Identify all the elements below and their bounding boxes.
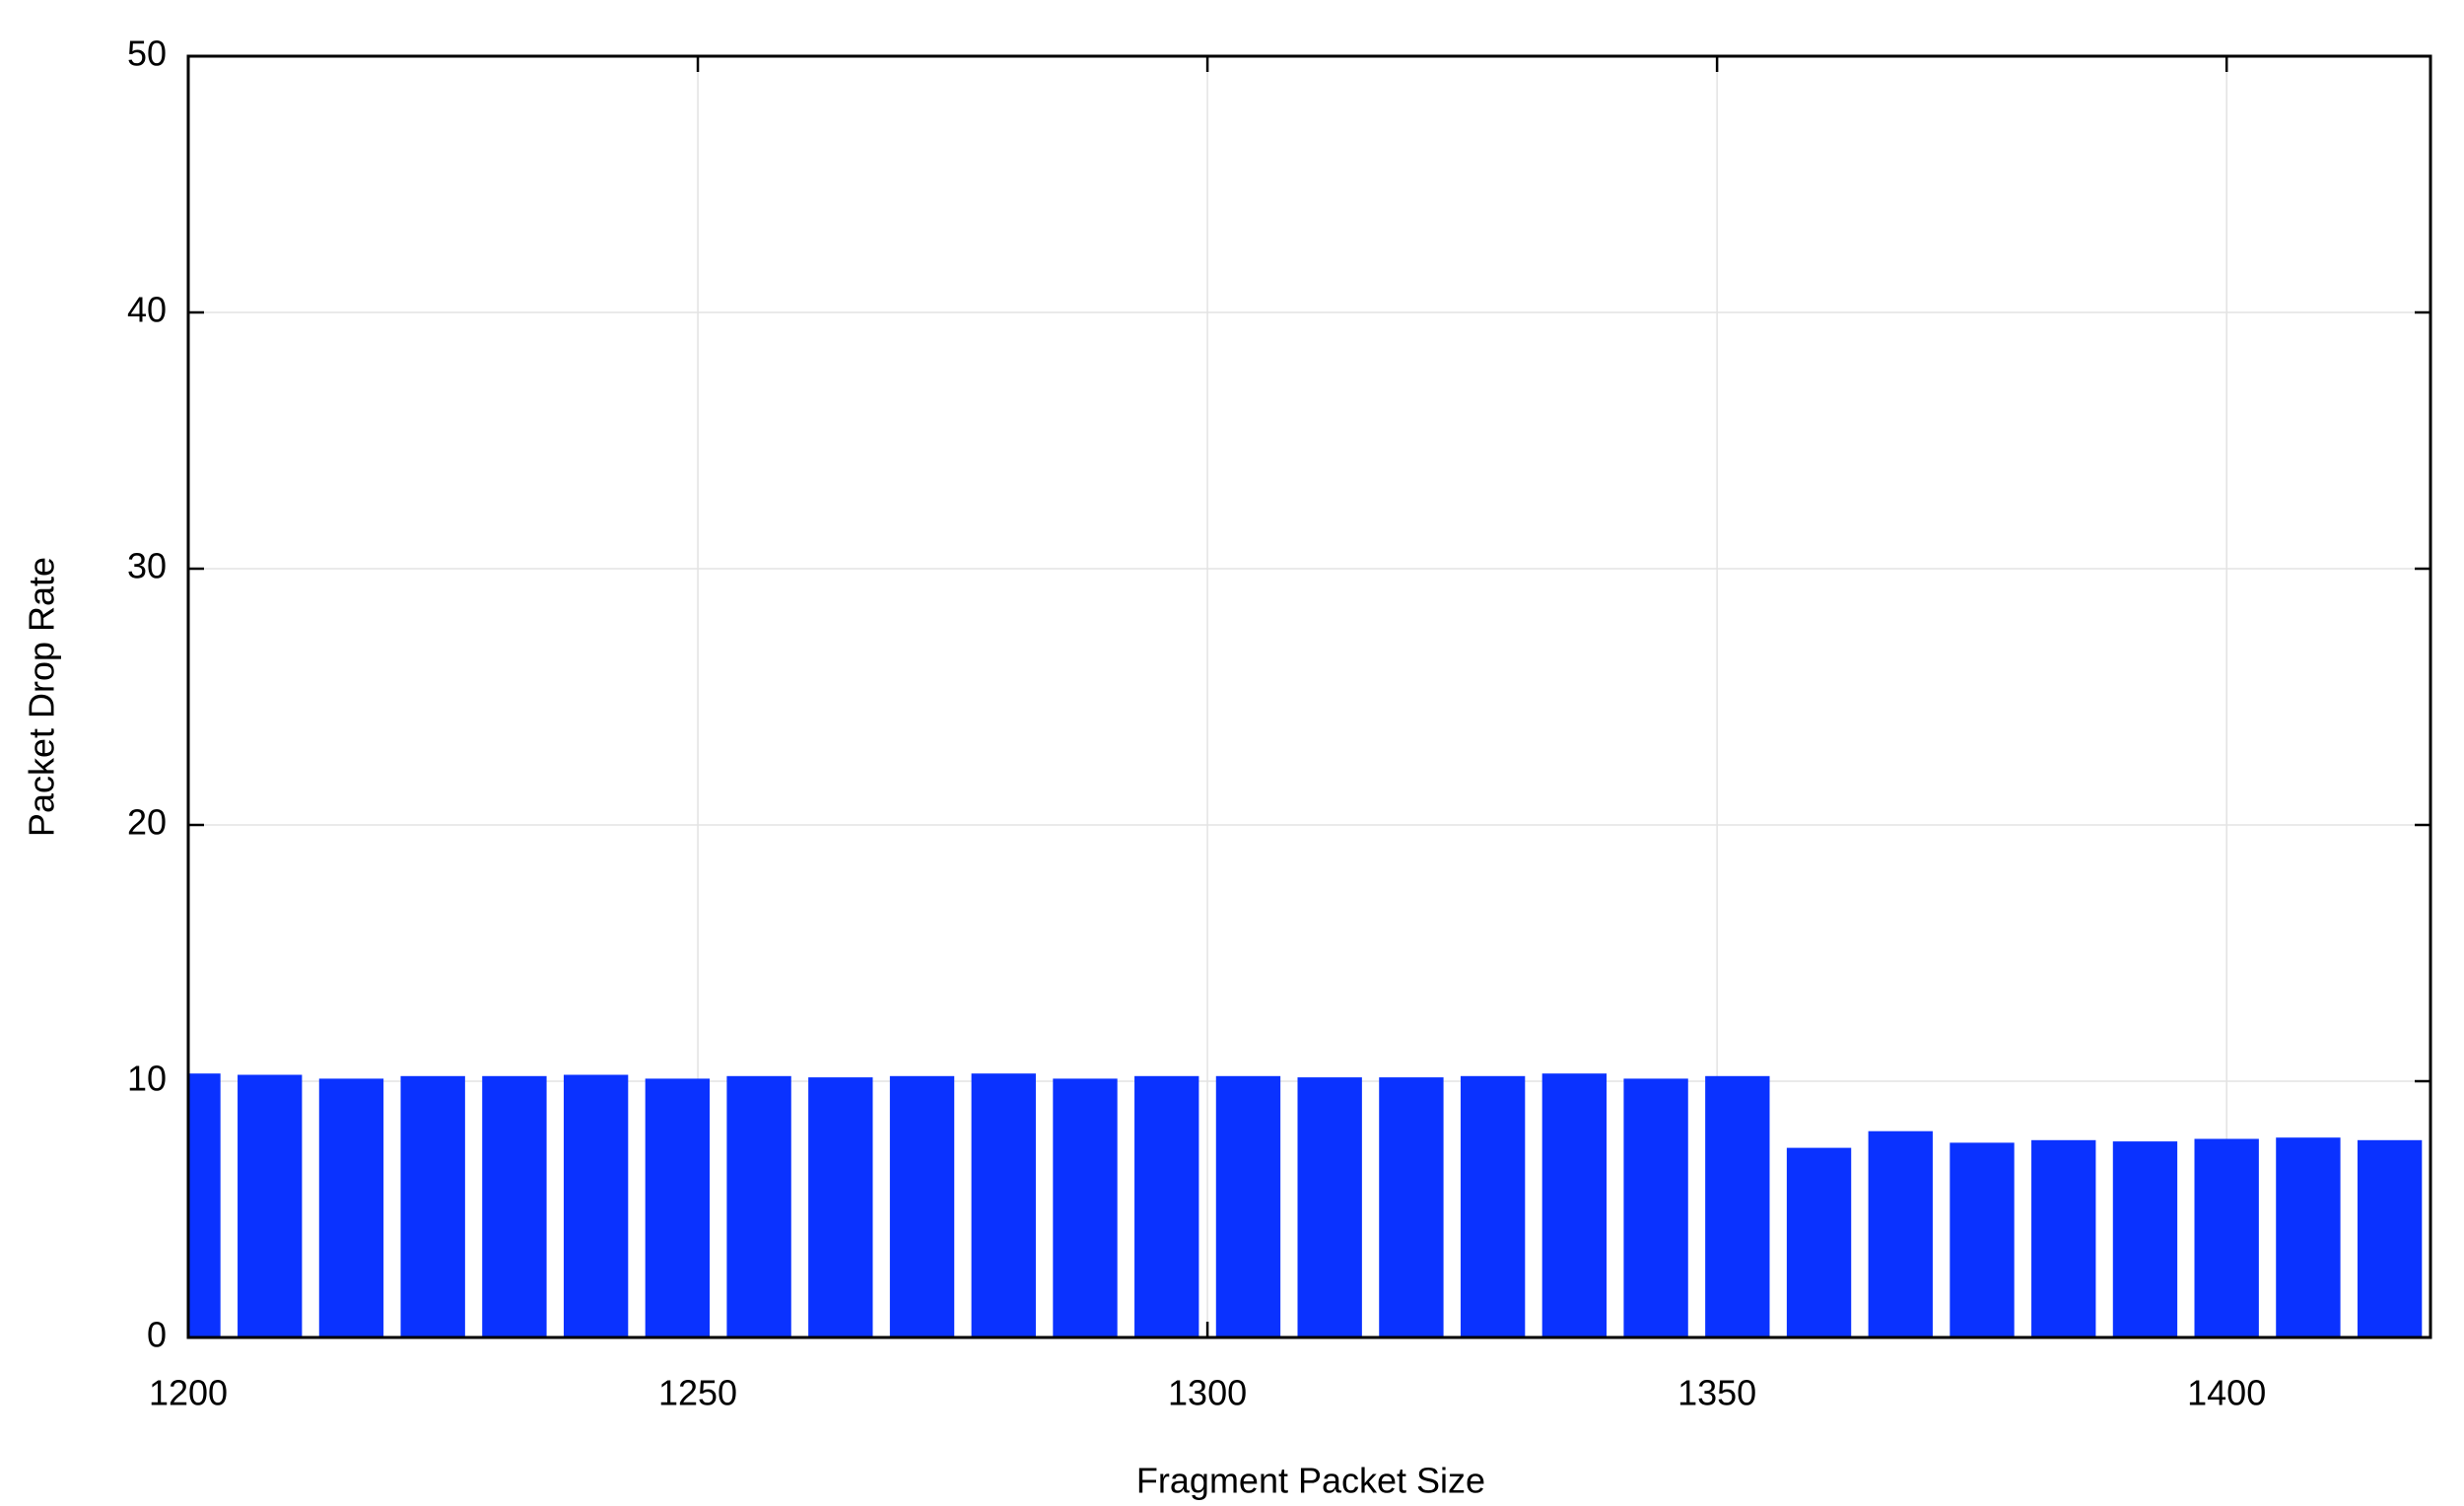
bar (563, 1074, 629, 1337)
bar (238, 1074, 303, 1337)
bar (1297, 1077, 1362, 1337)
bar (726, 1075, 791, 1337)
bar (645, 1078, 711, 1337)
bar (1705, 1075, 1770, 1337)
x-tick-label: 1300 (1168, 1373, 1247, 1413)
bar (1053, 1078, 1118, 1337)
x-tick-label: 1350 (1677, 1373, 1756, 1413)
bar (1541, 1073, 1608, 1337)
bar (400, 1075, 465, 1337)
bar (971, 1073, 1036, 1337)
bar (1134, 1075, 1199, 1337)
bar (2031, 1139, 2096, 1337)
bar (1379, 1077, 1444, 1337)
y-axis-title: Packet Drop Rate (22, 557, 62, 837)
bar (808, 1077, 873, 1337)
y-tick-label: 50 (127, 34, 167, 74)
bars (188, 1073, 2423, 1337)
y-tick-label: 0 (147, 1315, 167, 1355)
x-tick-label: 1200 (149, 1373, 228, 1413)
y-tick-label: 30 (127, 546, 167, 586)
bar (1215, 1075, 1281, 1337)
bar (2276, 1137, 2341, 1337)
bar (1786, 1147, 1852, 1337)
y-tick-label: 40 (127, 290, 167, 330)
bar (2357, 1139, 2423, 1337)
y-tick-label: 10 (127, 1059, 167, 1099)
x-tick-label: 1400 (2187, 1373, 2266, 1413)
y-tick-label: 20 (127, 802, 167, 843)
x-axis-title: Fragment Packet Size (1136, 1461, 1485, 1501)
bar (1950, 1142, 2015, 1337)
bar (1868, 1130, 1933, 1337)
plot-frame (186, 54, 2432, 1339)
bar (2112, 1141, 2178, 1337)
bar (482, 1075, 547, 1337)
bar (188, 1073, 221, 1337)
bar (2194, 1138, 2259, 1337)
x-tick-label: 1250 (658, 1373, 737, 1413)
bar (889, 1075, 955, 1337)
bar (1623, 1078, 1688, 1337)
bar (1460, 1075, 1526, 1337)
bar (318, 1078, 384, 1337)
